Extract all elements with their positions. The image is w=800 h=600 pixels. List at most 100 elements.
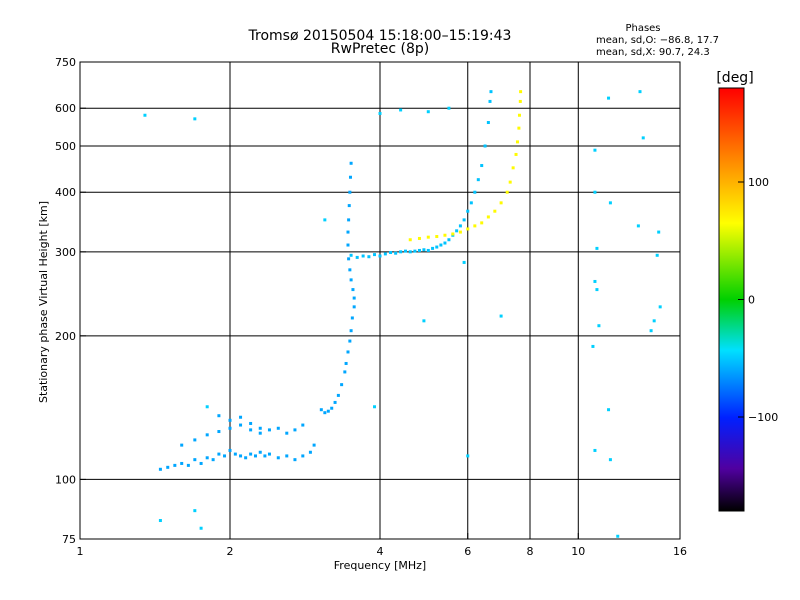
data-point	[658, 305, 662, 309]
data-point	[348, 339, 352, 343]
data-point	[591, 344, 595, 348]
data-point	[373, 253, 377, 257]
data-point	[422, 248, 426, 252]
data-point	[488, 99, 492, 103]
data-point	[519, 90, 523, 94]
data-point	[417, 248, 421, 252]
y-axis-ticks: 75 100 200 300 400 500 600 750	[55, 56, 86, 546]
data-point	[486, 121, 490, 125]
data-point	[466, 209, 470, 213]
data-point	[323, 411, 327, 415]
data-point	[193, 509, 197, 513]
data-point	[593, 190, 597, 194]
data-point	[607, 408, 611, 412]
data-point	[199, 461, 203, 465]
data-point	[378, 254, 382, 258]
data-point	[373, 405, 377, 409]
colorbar-ticks: 100 0 −100	[738, 176, 778, 424]
data-point	[493, 209, 497, 213]
data-point	[435, 235, 439, 239]
data-point	[447, 238, 451, 242]
data-point	[352, 305, 356, 309]
data-point	[217, 414, 221, 418]
data-point	[473, 224, 477, 228]
data-point	[193, 458, 197, 462]
data-point	[143, 113, 147, 117]
data-point	[355, 255, 359, 259]
data-point	[399, 108, 403, 112]
data-point	[638, 90, 642, 94]
data-point	[361, 254, 365, 258]
phases-o-stats: mean, sd,O: −86.8, 17.7	[596, 35, 719, 46]
data-point	[186, 463, 190, 467]
data-point	[346, 243, 350, 247]
data-point	[323, 218, 327, 222]
data-point	[228, 448, 232, 452]
data-point	[426, 110, 430, 114]
data-point	[348, 175, 352, 179]
data-point	[239, 415, 243, 419]
data-point	[344, 361, 348, 365]
y-tick-label: 400	[55, 186, 76, 199]
data-point	[193, 438, 197, 442]
y-tick-label: 750	[55, 56, 76, 69]
colorbar-label: [deg]	[716, 70, 753, 86]
data-point	[641, 136, 645, 140]
y-tick-label: 100	[55, 473, 76, 486]
data-point	[205, 433, 209, 437]
data-point	[347, 204, 351, 208]
data-point	[349, 278, 353, 282]
data-point	[466, 454, 470, 458]
data-point	[253, 454, 257, 458]
data-point	[515, 140, 519, 144]
data-point	[239, 454, 243, 458]
data-point	[649, 329, 653, 333]
data-point	[443, 241, 447, 245]
x-axis-label: Frequency [MHz]	[334, 559, 426, 572]
data-point	[486, 215, 490, 219]
x-tick-label: 1	[77, 545, 84, 558]
data-point	[408, 238, 412, 242]
data-point	[608, 458, 612, 462]
data-point	[349, 161, 353, 165]
data-point	[293, 458, 297, 462]
data-point	[347, 218, 351, 222]
phases-heading: Phases	[625, 23, 660, 34]
data-point	[205, 456, 209, 460]
data-point	[343, 370, 347, 374]
data-point	[351, 288, 355, 292]
data-point	[166, 465, 170, 469]
data-point	[422, 319, 426, 323]
data-point	[473, 190, 477, 194]
data-point	[608, 201, 612, 205]
data-point	[330, 406, 334, 410]
y-tick-label: 500	[55, 140, 76, 153]
data-point	[499, 201, 503, 205]
data-point	[593, 448, 597, 452]
data-point	[244, 456, 248, 460]
data-point	[180, 461, 184, 465]
data-points	[143, 90, 662, 538]
data-point	[199, 526, 203, 530]
data-point	[223, 454, 227, 458]
data-point	[346, 350, 350, 354]
data-point	[455, 229, 459, 233]
data-point	[285, 454, 289, 458]
x-axis-ticks: 1 2 4 6 8 10 16	[77, 533, 687, 558]
data-point	[258, 450, 262, 454]
x-tick-label: 2	[227, 545, 234, 558]
data-point	[595, 288, 599, 292]
data-point	[518, 99, 522, 103]
data-point	[347, 257, 351, 261]
data-point	[403, 249, 407, 253]
data-point	[652, 319, 656, 323]
data-point	[326, 409, 330, 413]
data-point	[462, 218, 466, 222]
data-point	[517, 113, 521, 117]
data-point	[426, 248, 430, 252]
data-point	[483, 144, 487, 148]
data-point	[158, 467, 162, 471]
data-point	[593, 148, 597, 152]
data-point	[217, 430, 221, 434]
data-point	[462, 260, 466, 264]
